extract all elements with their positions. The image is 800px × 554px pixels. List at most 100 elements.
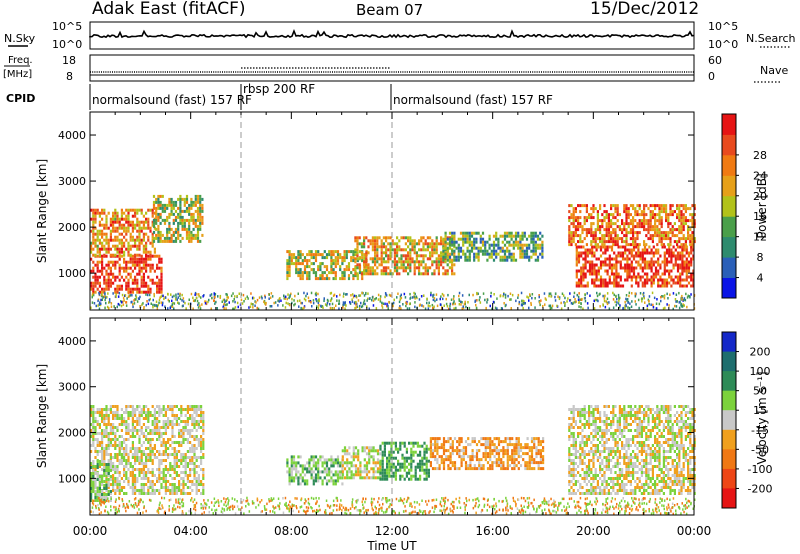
echo-cell [295, 473, 298, 477]
echo-cell [650, 275, 653, 279]
echo-cell [202, 474, 205, 477]
echo-cell [459, 231, 463, 235]
echo-cell [396, 251, 399, 255]
echo-cell [257, 307, 260, 311]
echo-cell [437, 242, 440, 246]
echo-cell [136, 456, 139, 459]
echo-cell [637, 298, 640, 302]
echo-cell [140, 281, 143, 285]
echo-cell [678, 219, 681, 223]
colorbar-swatch [722, 175, 736, 197]
echo-cell [145, 417, 148, 420]
echo-cell [131, 278, 134, 282]
echo-cell [175, 450, 178, 453]
echo-cell [669, 210, 672, 214]
echo-cell [464, 255, 467, 259]
echo-cell [654, 260, 658, 264]
echo-cell [623, 210, 626, 214]
nsky-panel: N.Sky 10^5 10^0 10^5 10^0 N.Search [4, 20, 796, 51]
echo-cell [92, 232, 95, 236]
echo-cell [147, 453, 150, 456]
echo-cell [178, 432, 181, 435]
echo-cell [665, 284, 669, 288]
echo-cell [92, 223, 95, 227]
echo-cell [138, 417, 141, 420]
echo-cell [334, 473, 337, 477]
echo-cell [90, 247, 93, 251]
echo-cell [174, 209, 178, 213]
echo-cell [584, 248, 587, 252]
echo-cell [308, 467, 311, 471]
echo-cell [171, 492, 174, 495]
echo-cell [190, 233, 193, 237]
echo-cell [153, 420, 156, 423]
echo-cell [306, 259, 309, 263]
echo-cell [123, 411, 126, 414]
echo-cell [314, 259, 318, 263]
echo-cell [310, 458, 313, 462]
echo-cell [330, 464, 333, 468]
echo-cell [691, 204, 694, 208]
echo-cell [453, 249, 456, 253]
echo-cell [594, 298, 597, 302]
echo-cell [336, 295, 338, 298]
echo-cell [103, 496, 106, 499]
echo-cell [306, 271, 309, 275]
echo-cell [125, 229, 128, 233]
echo-cell [138, 247, 141, 251]
echo-cell [91, 292, 94, 295]
echo-cell [131, 486, 134, 489]
echo-cell [123, 226, 126, 230]
echo-cell [127, 414, 130, 417]
echo-cell [160, 295, 162, 298]
echo-cell [202, 477, 205, 480]
echo-cell [299, 271, 302, 275]
echo-cell [109, 217, 112, 221]
echo-cell [215, 300, 217, 304]
echo-cell [202, 489, 205, 492]
echo-cell [103, 469, 106, 472]
echo-cell [613, 266, 616, 270]
echo-cell [197, 483, 200, 486]
echo-cell [616, 213, 619, 217]
echo-cell [131, 426, 134, 429]
echo-cell [606, 269, 609, 273]
echo-cell [362, 291, 364, 295]
echo-cell [593, 272, 596, 276]
echo-cell [671, 228, 674, 232]
echo-cell [191, 483, 194, 486]
echo-cell [627, 306, 629, 309]
echo-cell [582, 245, 585, 249]
echo-cell [194, 218, 197, 222]
echo-cell [683, 254, 686, 258]
echo-cell [418, 263, 421, 267]
echo-cell [568, 219, 571, 223]
echo-cell [503, 237, 507, 241]
echo-cell [297, 461, 300, 465]
echo-cell [134, 480, 137, 483]
echo-cell [197, 426, 200, 429]
echo-cell [612, 291, 614, 295]
echo-cell [630, 269, 633, 273]
echo-cell [660, 299, 662, 303]
echo-cell [330, 271, 333, 275]
echo-cell [195, 492, 198, 495]
echo-cell [118, 474, 121, 477]
echo-cell [200, 417, 203, 420]
echo-cell [101, 444, 104, 447]
echo-cell [627, 243, 630, 247]
echo-cell [226, 293, 228, 296]
echo-cell [94, 284, 97, 288]
echo-cell [413, 295, 416, 299]
echo-cell [138, 420, 141, 423]
echo-cell [593, 266, 596, 270]
colorbar-frame [721, 113, 737, 299]
echo-cell [147, 468, 150, 471]
echo-cell [136, 220, 139, 224]
echo-cell [630, 305, 633, 308]
echo-cell [127, 214, 130, 218]
echo-cell [681, 272, 684, 276]
echo-cell [413, 269, 416, 273]
echo-cell [676, 257, 680, 261]
echo-cell [343, 301, 346, 305]
